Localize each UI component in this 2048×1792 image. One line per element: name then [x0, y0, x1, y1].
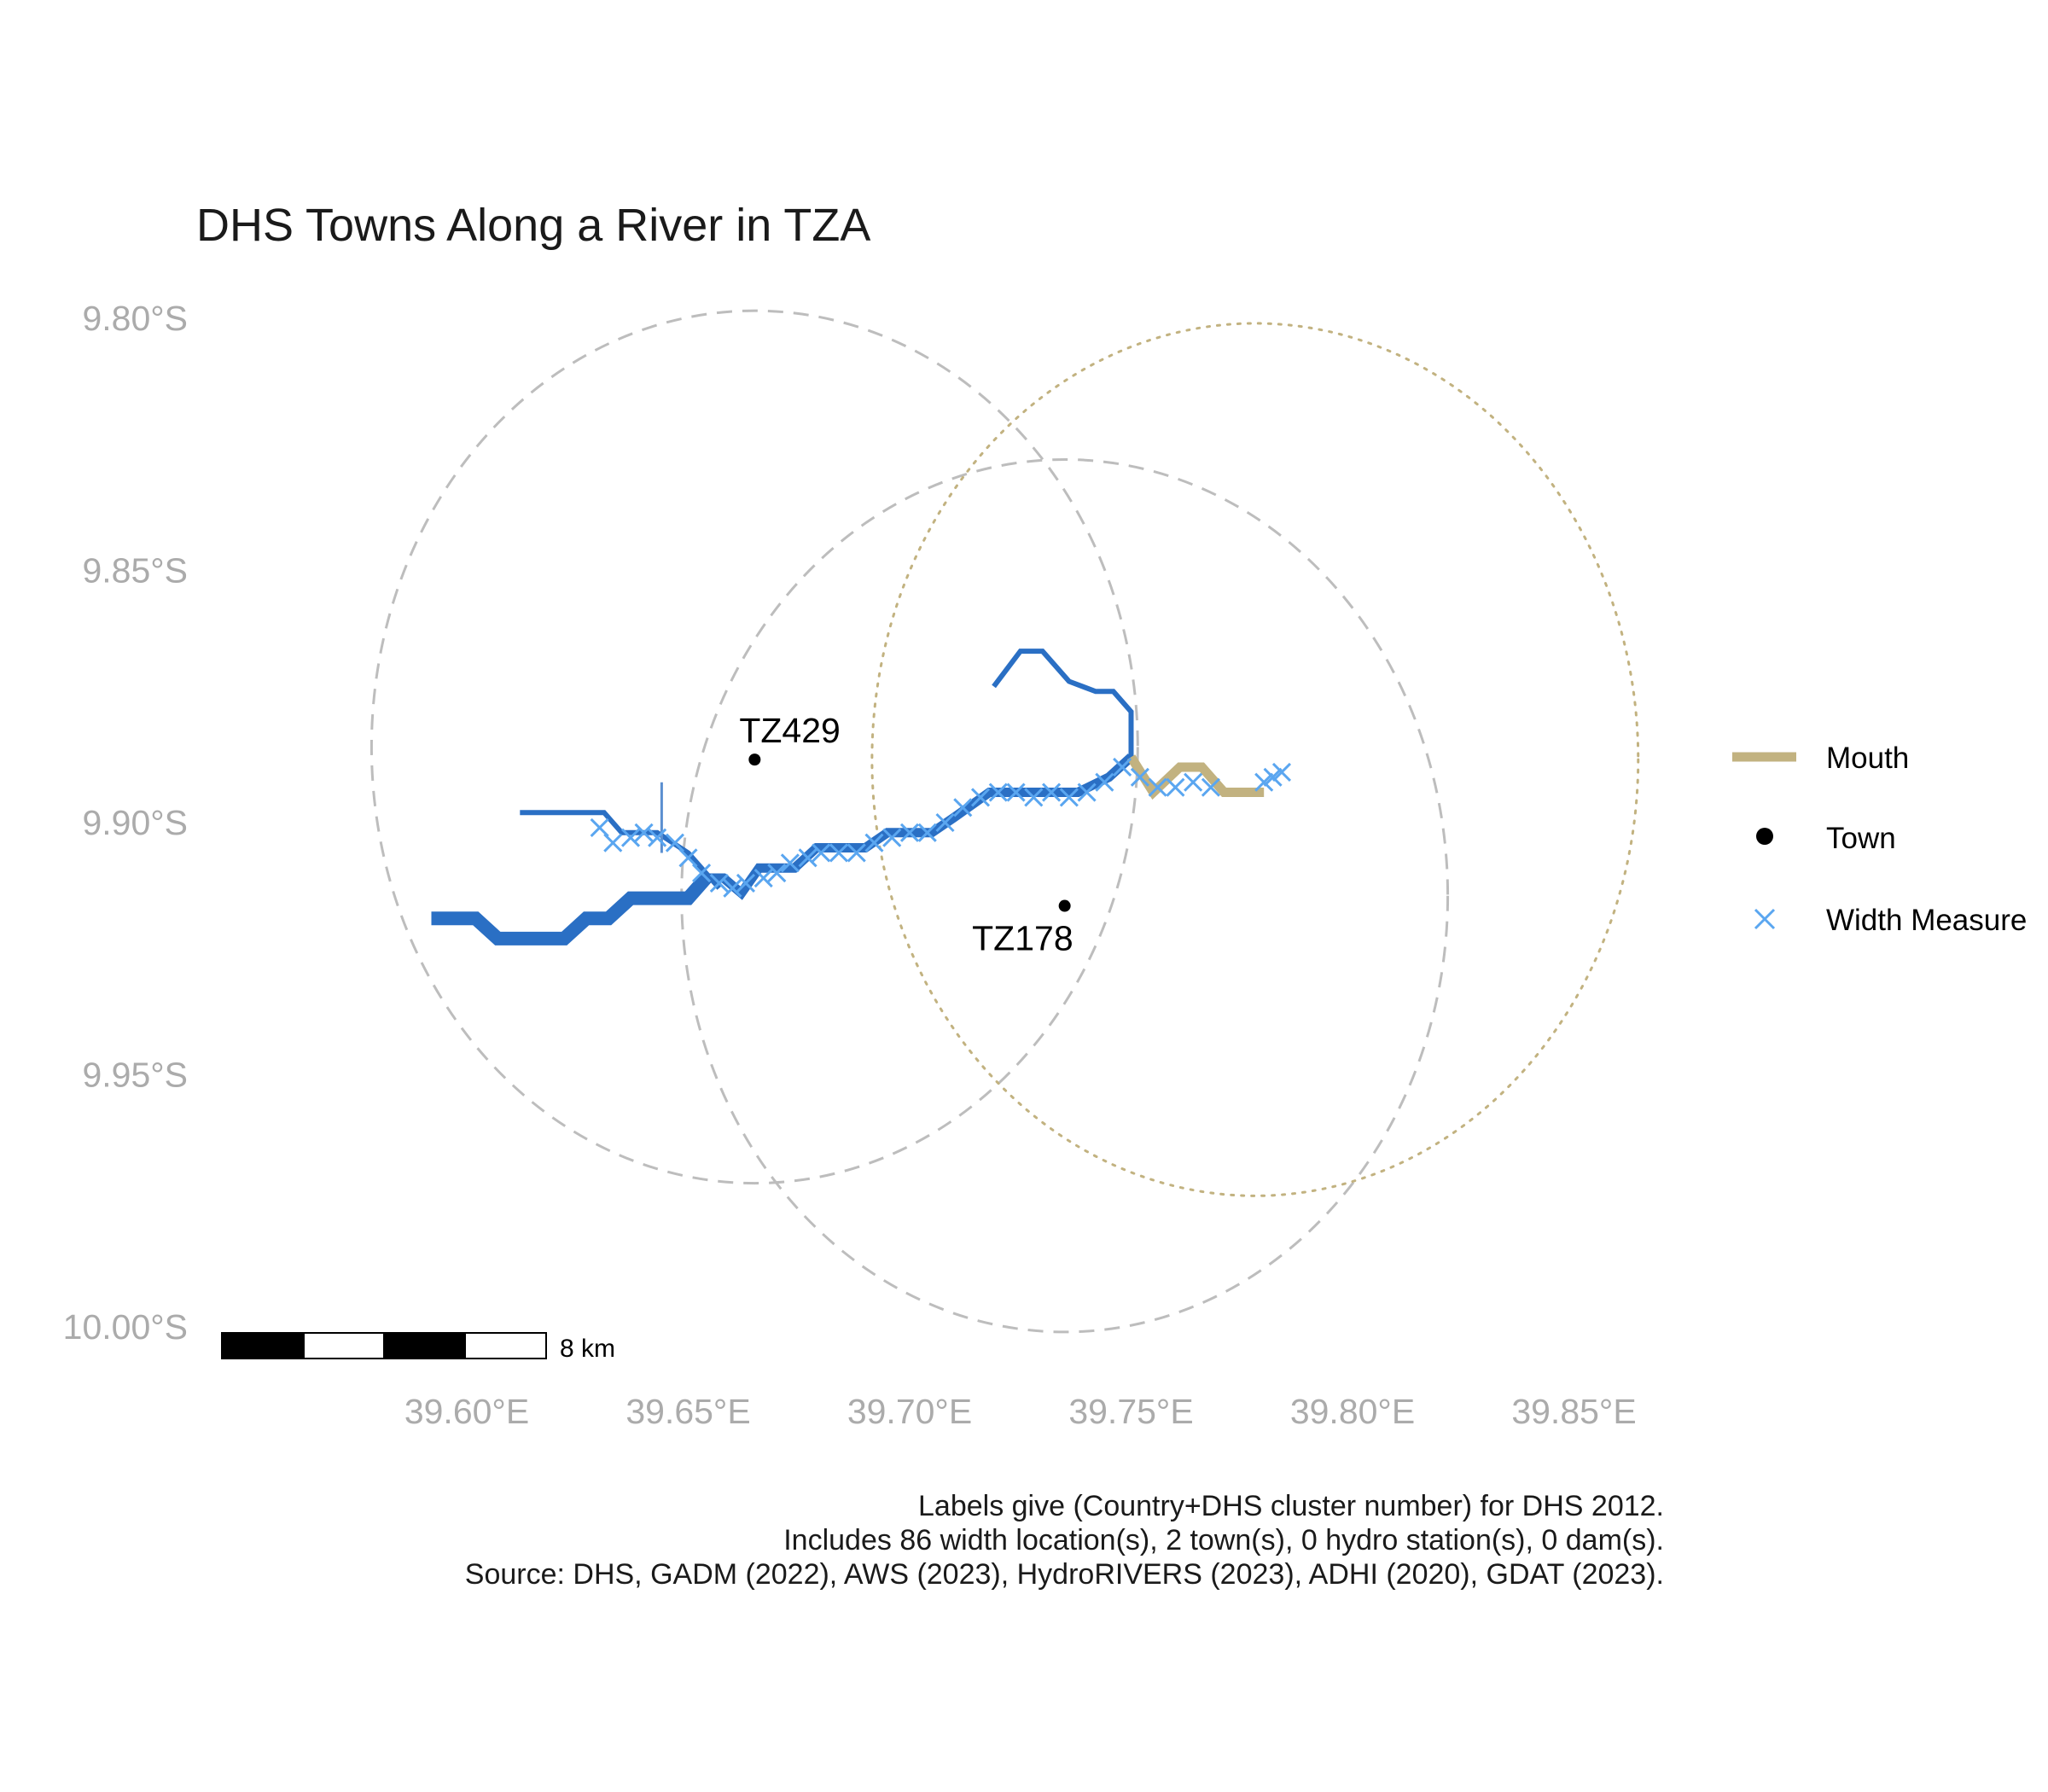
width-measure-point: [678, 848, 698, 868]
width-measures: [590, 757, 1292, 898]
width-measure-point: [1059, 788, 1079, 807]
river-segment: [520, 810, 722, 890]
width-measure-point: [780, 853, 800, 873]
river-segment: [431, 873, 712, 945]
map-title: DHS Towns Along a River in TZA: [196, 200, 870, 251]
x-tick-label: 39.60°E: [404, 1392, 529, 1431]
width-measure-point: [1042, 783, 1062, 802]
width-measure-point: [692, 864, 712, 883]
scale-bar-segment: [221, 1332, 305, 1359]
width-measure-point: [648, 828, 667, 847]
y-tick-label: 9.95°S: [82, 1056, 188, 1095]
width-measure-point: [1263, 767, 1283, 787]
x-tick-label: 39.85°E: [1511, 1392, 1636, 1431]
scale-bar-segment: [383, 1332, 466, 1359]
caption: Labels give (Country+DHS cluster number)…: [465, 1490, 1664, 1591]
width-measure-point: [736, 873, 756, 893]
town-label: TZ429: [739, 711, 841, 750]
width-measure-point: [1166, 777, 1185, 797]
width-measure-point: [1148, 777, 1167, 797]
width-measure-point: [753, 868, 773, 888]
river-segment: [992, 649, 1134, 758]
town-label: TZ178: [972, 919, 1073, 958]
x-tick-label: 39.70°E: [847, 1392, 972, 1431]
width-measure-point: [798, 848, 817, 868]
town-buffer-circle: [369, 309, 1139, 1185]
town-point: [1058, 899, 1071, 912]
legend-town-key: [1756, 828, 1773, 845]
width-measure-point: [1130, 767, 1149, 787]
width-measure-point: [988, 783, 1008, 802]
scale-bar-segment: [464, 1332, 547, 1359]
width-measure-point: [899, 823, 920, 842]
width-measure-point: [634, 823, 654, 842]
width-measure-point: [812, 843, 831, 863]
width-measure-point: [864, 833, 884, 852]
width-measure-point: [953, 798, 973, 817]
river-network: [431, 649, 1135, 945]
x-tick-label: 39.75°E: [1068, 1392, 1193, 1431]
x-axis: 39.60°E 39.65°E 39.70°E 39.75°E 39.80°E 39.85…: [404, 1392, 1637, 1431]
width-measure-point: [882, 828, 902, 847]
caption-line: Labels give (Country+DHS cluster number)…: [918, 1490, 1664, 1522]
y-tick-label: 10.00°S: [63, 1307, 188, 1347]
x-tick-label: 39.65°E: [625, 1392, 750, 1431]
mouth-segment: [1126, 754, 1265, 800]
town-buffer-circle: [680, 457, 1450, 1334]
width-measure-point: [603, 833, 623, 852]
caption-line: Source: DHS, GADM (2022), AWS (2023), Hy…: [465, 1558, 1664, 1591]
legend-mouth-label: Mouth: [1826, 742, 1909, 775]
width-measure-point: [620, 828, 641, 847]
width-measure-point: [1024, 788, 1044, 807]
caption-line: Includes 86 width location(s), 2 town(s)…: [783, 1524, 1664, 1556]
river-mouth: [1126, 754, 1265, 800]
buffer-circles: [369, 309, 1640, 1334]
scale-bar-segment: [303, 1332, 385, 1359]
mouth-buffer-circle: [870, 322, 1640, 1197]
width-measure-point: [723, 878, 742, 898]
width-measure-point: [917, 823, 937, 842]
y-tick-label: 9.90°S: [82, 803, 188, 842]
width-measure-point: [665, 833, 684, 852]
width-measure-point: [1271, 762, 1292, 782]
scale-bar: 8 km: [221, 1332, 615, 1363]
legend-width-key: [1754, 908, 1776, 930]
y-tick-label: 9.85°S: [82, 551, 188, 591]
y-tick-label: 9.80°S: [82, 299, 188, 338]
width-measure-point: [829, 843, 849, 863]
width-measure-point: [767, 864, 787, 883]
legend-town-label: Town: [1826, 822, 1896, 855]
scale-bar-label: 8 km: [560, 1335, 615, 1363]
legend: Mouth Town Width Measure: [1732, 742, 2027, 937]
width-measure-point: [970, 788, 991, 807]
width-measure-point: [1254, 772, 1274, 792]
towns: TZ429 TZ178: [739, 711, 1073, 957]
width-measure-point: [1095, 772, 1114, 792]
width-measure-point: [590, 817, 609, 837]
town-point: [748, 753, 761, 766]
width-measure-point: [847, 843, 866, 863]
width-measure-point: [1184, 772, 1203, 792]
width-measure-point: [935, 812, 955, 833]
x-tick-label: 39.80°E: [1290, 1392, 1415, 1431]
width-measure-point: [1077, 783, 1097, 802]
width-measure-point: [1201, 777, 1220, 797]
legend-width-label: Width Measure: [1826, 904, 2027, 937]
width-measure-point: [1113, 757, 1132, 777]
width-measure-point: [1006, 783, 1026, 802]
width-measure-point: [709, 873, 729, 893]
y-axis: 9.80°S 9.85°S 9.90°S 9.95°S 10.00°S: [63, 299, 188, 1347]
